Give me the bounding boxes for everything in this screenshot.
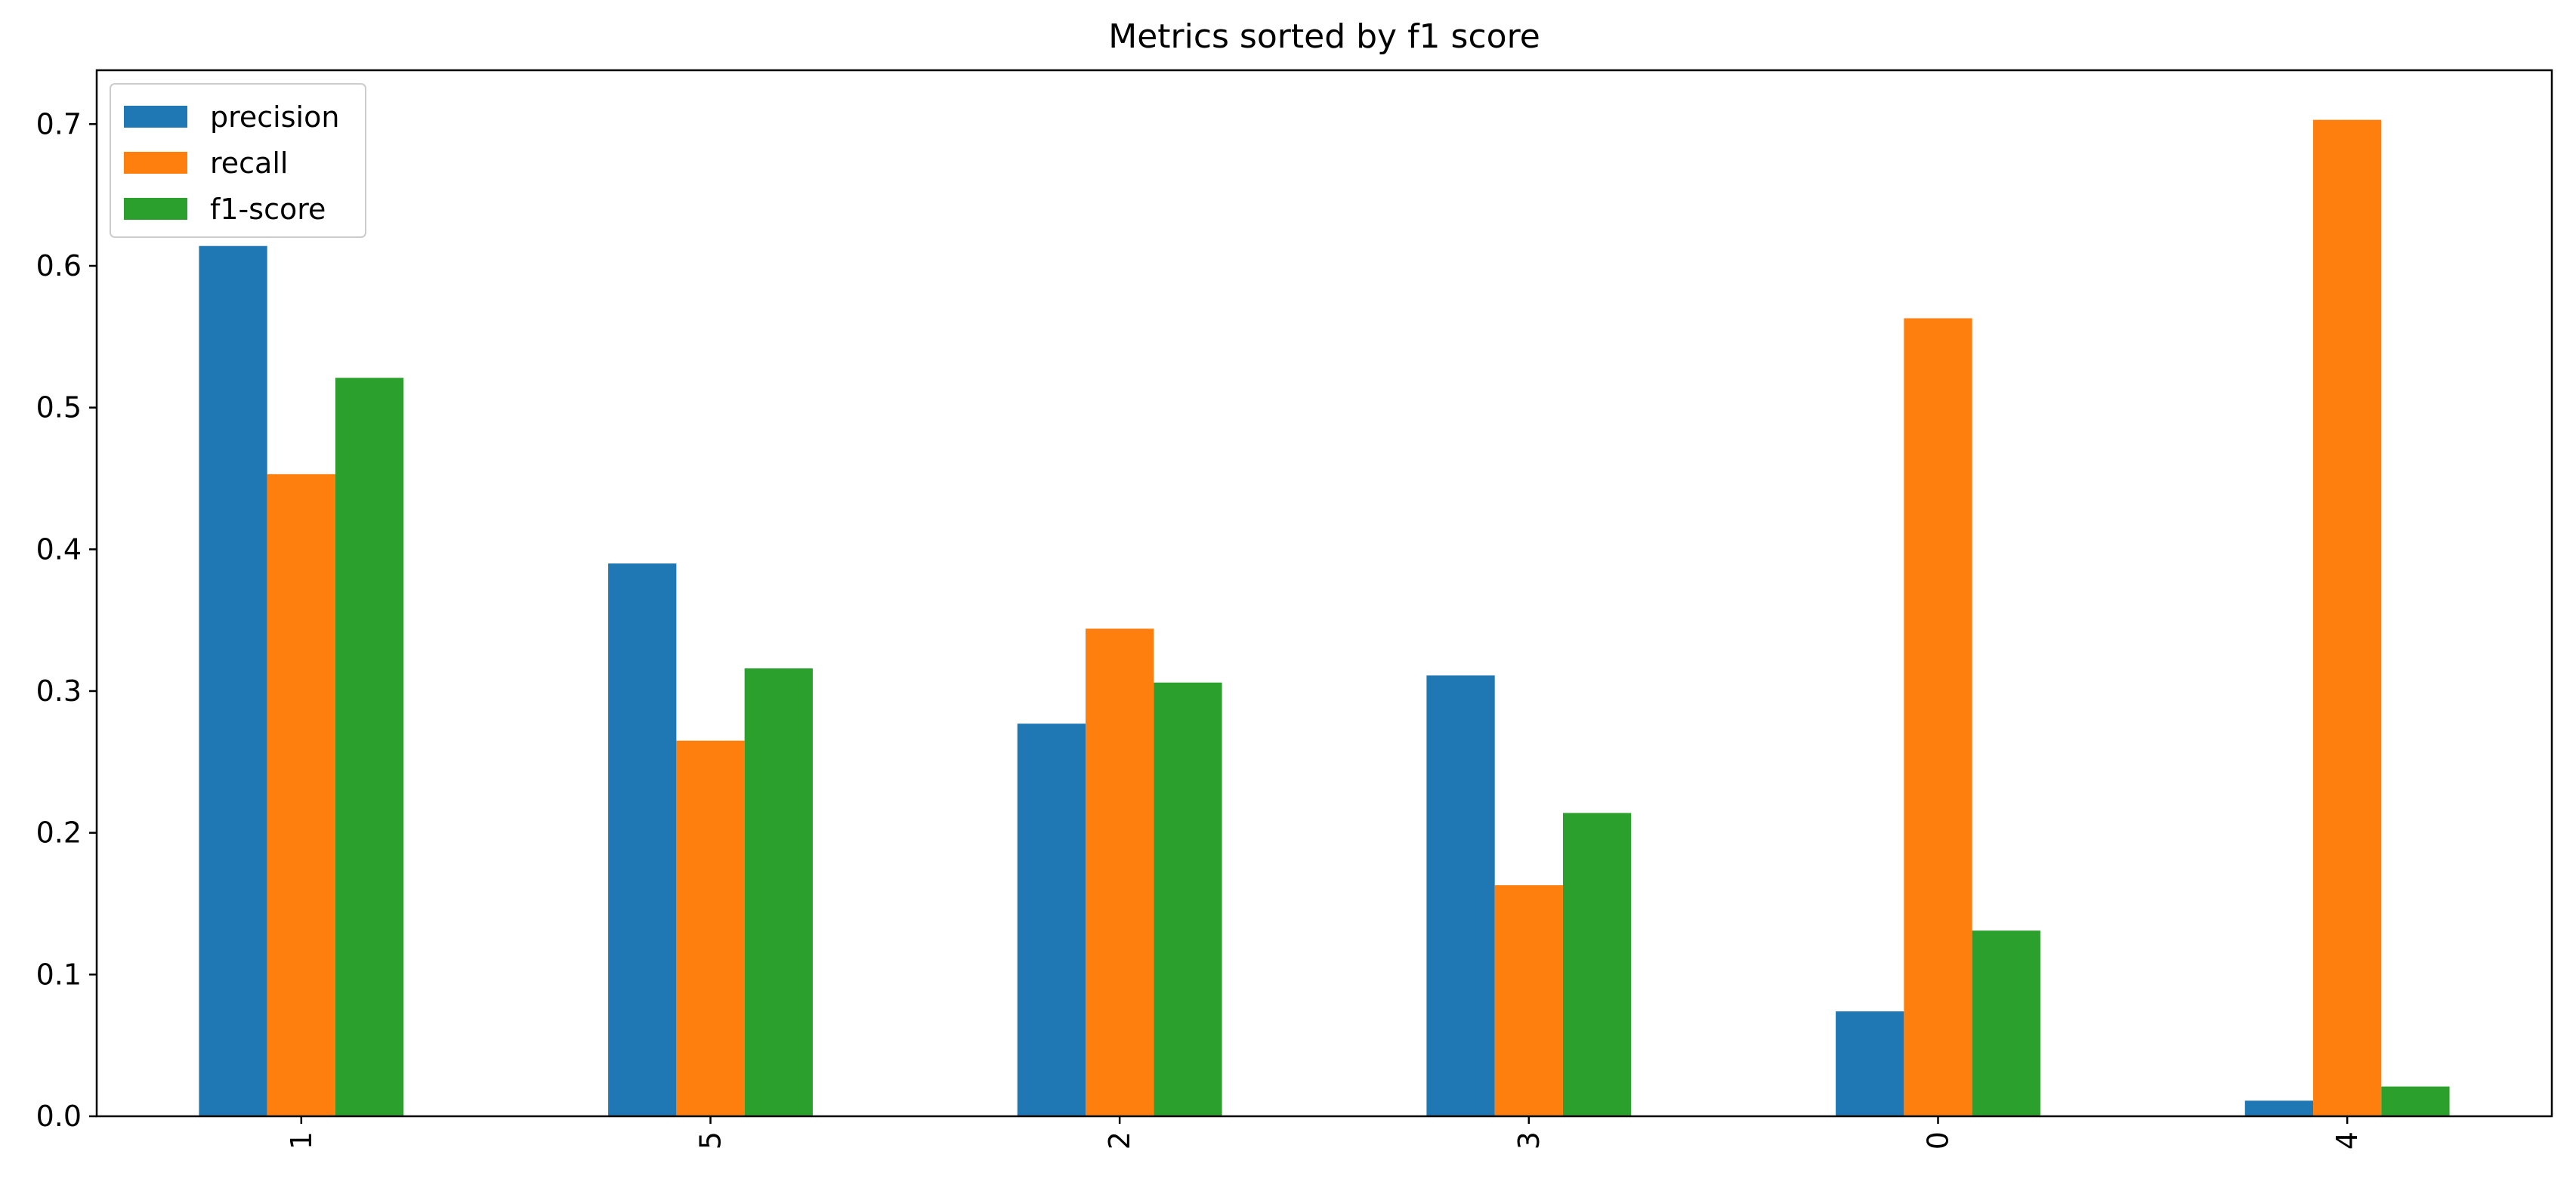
bar-precision-1: [199, 245, 267, 1117]
x-tick-label: 2: [1103, 1131, 1136, 1150]
y-tick-label: 0.5: [36, 391, 82, 424]
bar-recall-2: [1086, 628, 1154, 1116]
x-tick-label: 0: [1922, 1131, 1955, 1150]
legend-label-precision: precision: [210, 100, 339, 134]
axes-frame: [95, 69, 2553, 1118]
bar-recall-1: [267, 474, 335, 1116]
x-tick-label: 3: [1512, 1131, 1546, 1150]
bar-f1-score-4: [2381, 1086, 2450, 1116]
legend-label-recall: recall: [210, 147, 288, 180]
legend-label-f1-score: f1-score: [210, 193, 326, 226]
bar-f1-score-3: [1562, 813, 1632, 1116]
legend: precision recall f1-score: [110, 83, 366, 238]
y-tick-label: 0.3: [36, 674, 82, 708]
bar-precision-3: [1426, 675, 1495, 1116]
y-tick-label: 0.4: [36, 532, 82, 566]
bar-f1-score-1: [335, 378, 404, 1116]
x-tick-label: 5: [694, 1131, 727, 1150]
plot-area: 0.0 0.1 0.2 0.3 0.4 0.5 0.6 0.7 1 5 2 3 0 4: [36, 69, 2553, 1150]
y-tick-label: 0.7: [36, 107, 82, 140]
chart-title: Metrics sorted by f1 score: [1108, 17, 1540, 56]
y-tick-label: 0.2: [36, 816, 82, 850]
bar-recall-0: [1904, 318, 1972, 1116]
bar-precision-2: [1017, 724, 1086, 1116]
bar-recall-5: [676, 740, 745, 1116]
bar-precision-4: [2244, 1100, 2314, 1116]
x-tick-label: 1: [285, 1131, 318, 1150]
bar-f1-score-2: [1154, 682, 1222, 1116]
bar-precision-0: [1836, 1011, 1904, 1116]
bar-recall-3: [1494, 885, 1563, 1116]
legend-swatch-recall: [124, 152, 187, 174]
y-tick-label: 0.6: [36, 249, 82, 282]
legend-swatch-precision: [124, 106, 187, 128]
y-tick-label: 0.1: [36, 958, 82, 991]
bar-precision-5: [608, 563, 677, 1116]
bar-recall-4: [2313, 119, 2382, 1117]
legend-swatch-f1-score: [124, 198, 187, 220]
bar-f1-score-5: [744, 668, 813, 1116]
y-tick-label: 0.0: [36, 1100, 82, 1133]
x-tick-label: 4: [2330, 1131, 2364, 1150]
bar-f1-score-0: [1972, 930, 2040, 1116]
